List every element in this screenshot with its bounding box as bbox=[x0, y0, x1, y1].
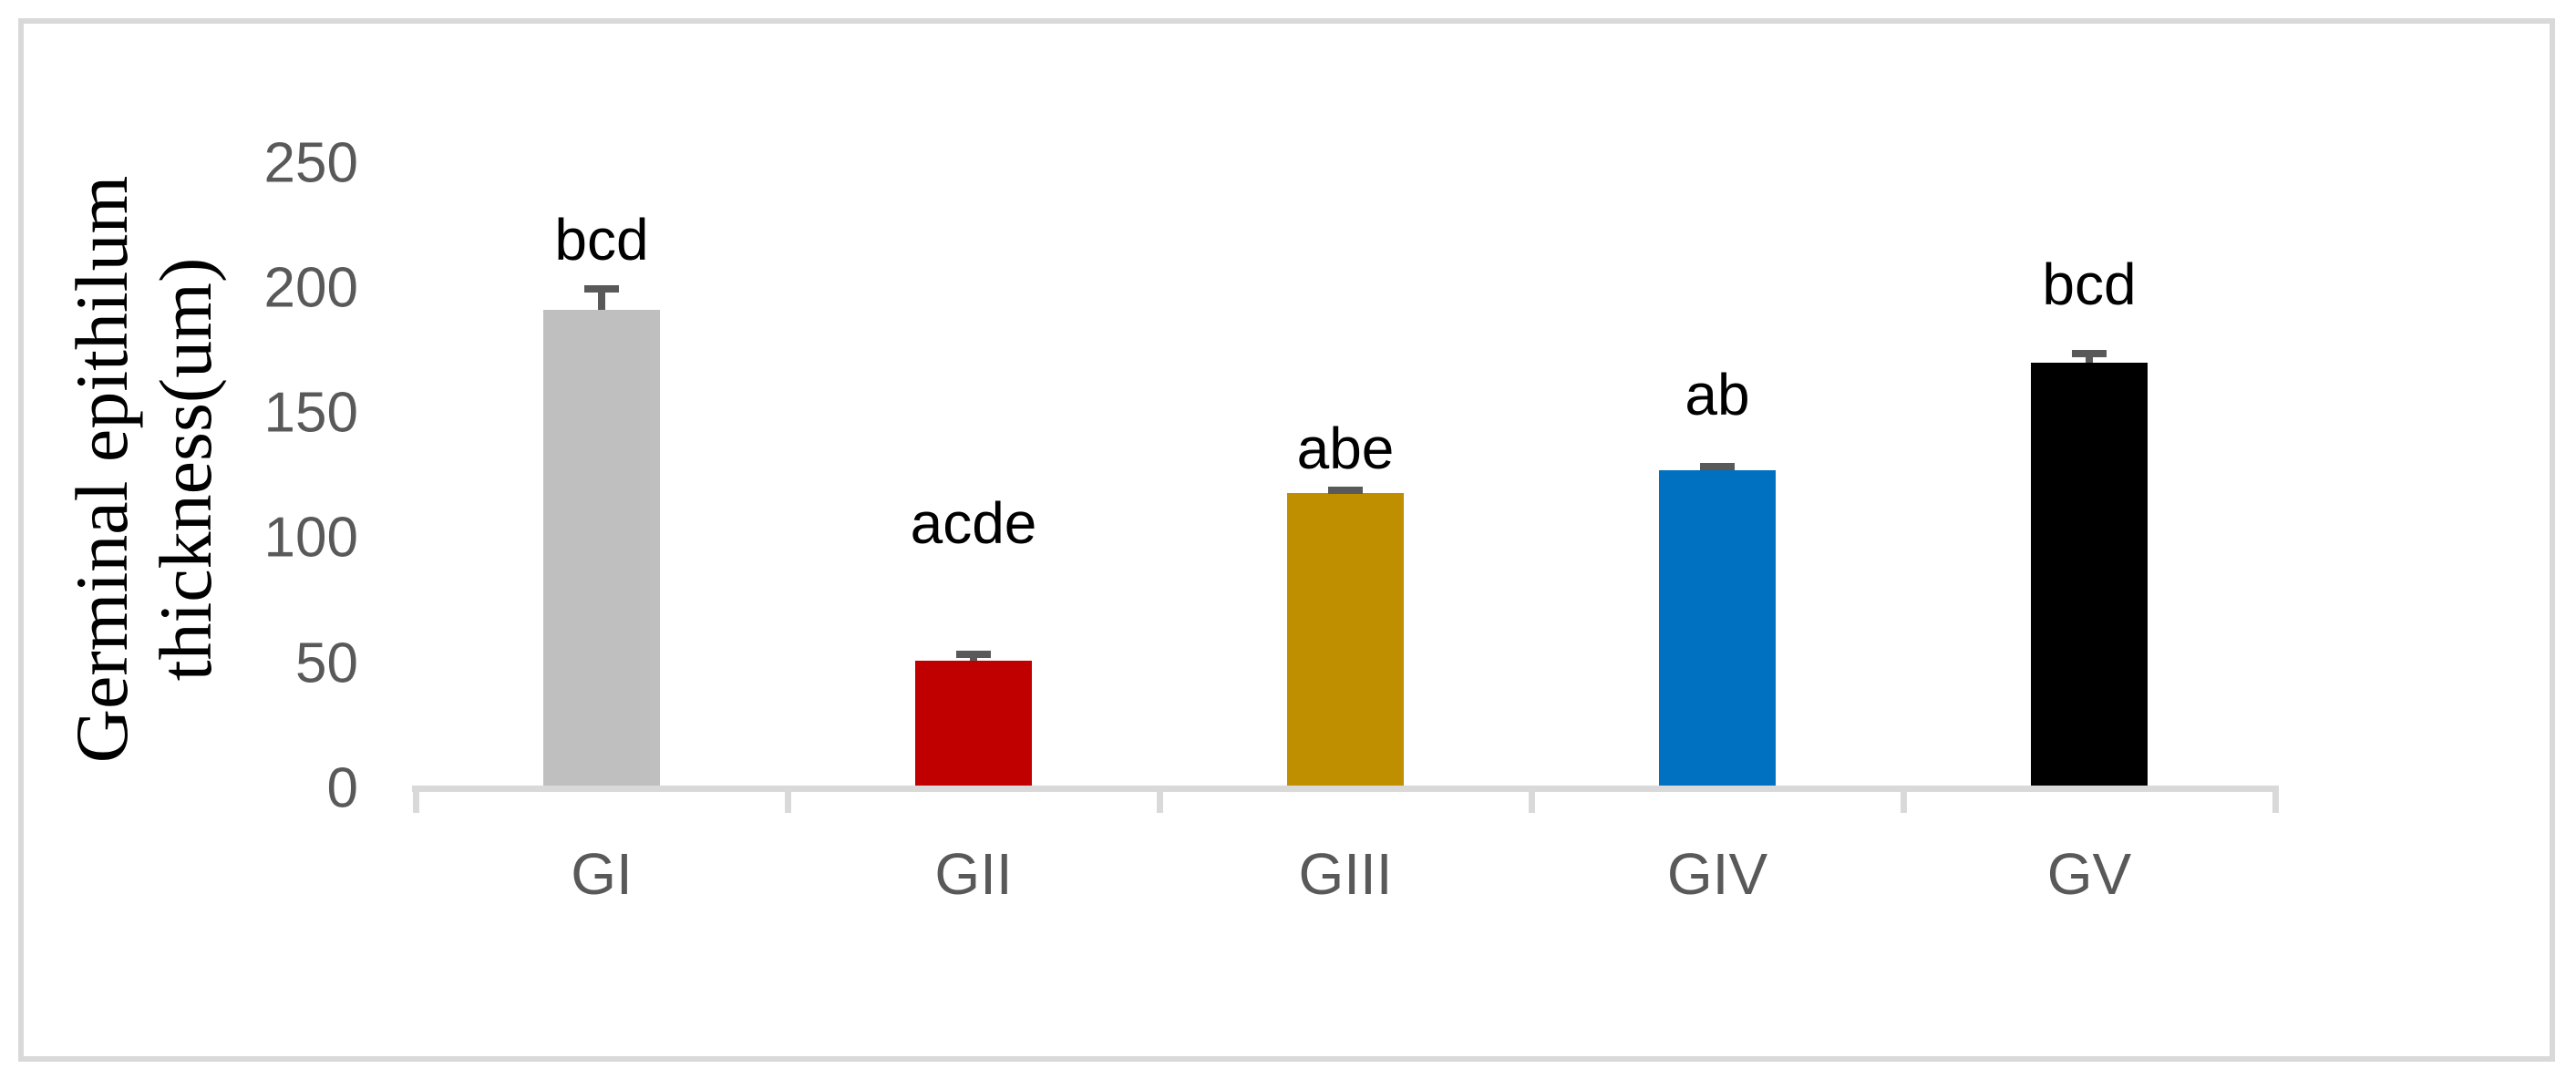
x-tick-label: GV bbox=[2046, 841, 2132, 907]
bar bbox=[543, 310, 660, 786]
error-bar-cap bbox=[1328, 487, 1363, 494]
x-tick-label: GI bbox=[571, 841, 633, 907]
x-tick-mark bbox=[1529, 786, 1535, 813]
y-tick-label: 250 bbox=[263, 131, 358, 194]
x-tick-label: GIII bbox=[1298, 841, 1393, 907]
bar bbox=[1659, 470, 1776, 786]
y-tick-label: 200 bbox=[263, 256, 358, 320]
bar bbox=[915, 661, 1032, 786]
x-tick-mark bbox=[413, 786, 419, 813]
bar-annotation: bcd bbox=[2042, 252, 2137, 318]
x-tick-label: GII bbox=[934, 841, 1013, 907]
bar-annotation: abe bbox=[1296, 416, 1395, 482]
x-tick-mark bbox=[785, 786, 791, 813]
x-tick-mark bbox=[2272, 786, 2279, 813]
y-tick-label: 0 bbox=[326, 756, 358, 820]
error-bar-stem bbox=[970, 658, 977, 661]
bar-annotation: bcd bbox=[554, 207, 649, 273]
bar bbox=[2031, 363, 2148, 786]
y-tick-label: 100 bbox=[263, 506, 358, 570]
error-bar-stem bbox=[598, 293, 605, 310]
bar-annotation: acde bbox=[910, 490, 1037, 557]
error-bar-cap bbox=[1700, 463, 1735, 470]
x-tick-mark bbox=[1901, 786, 1907, 813]
error-bar-stem bbox=[2086, 357, 2093, 363]
y-tick-label: 150 bbox=[263, 381, 358, 445]
x-tick-mark bbox=[1157, 786, 1163, 813]
y-tick-label: 50 bbox=[295, 632, 358, 695]
x-axis-line bbox=[412, 786, 2279, 792]
x-tick-label: GIV bbox=[1666, 841, 1768, 907]
error-bar-cap bbox=[2072, 350, 2107, 357]
bar-annotation: ab bbox=[1685, 362, 1750, 428]
error-bar-cap bbox=[956, 651, 991, 658]
bar bbox=[1287, 493, 1404, 786]
error-bar-cap bbox=[584, 285, 619, 293]
